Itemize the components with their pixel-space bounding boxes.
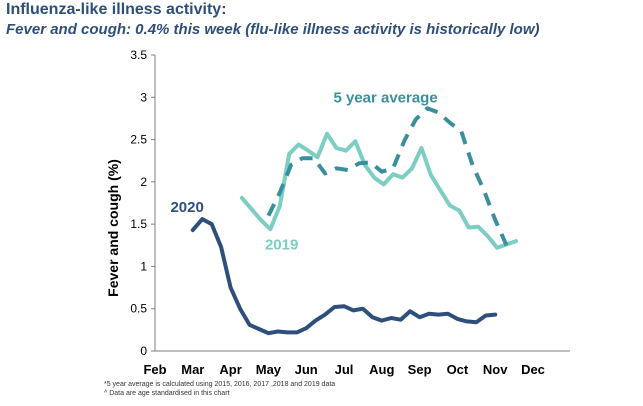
y-tick-label: 0.5	[130, 302, 147, 316]
y-tick-label: 3	[140, 90, 147, 104]
chart-axes: 0 0.5 1 1.5 2 2.5 3 3.5 Feb Mar Apr May Jun Jul Aug Sep…	[130, 48, 570, 377]
y-tick-label: 2.5	[130, 133, 147, 147]
y-axis-label: Fever and cough (%)	[105, 159, 121, 297]
x-tick-label: Nov	[483, 362, 508, 377]
chart-subtitle: Fever and cough: 0.4% this week (flu-lik…	[6, 21, 540, 38]
x-tick-label: Aug	[369, 362, 394, 377]
series-line-2020	[190, 217, 498, 336]
x-tick-label: Jul	[335, 362, 354, 377]
x-tick-label: May	[256, 362, 282, 377]
series-line-2019	[239, 131, 518, 250]
x-tick-label: Dec	[521, 362, 545, 377]
series-label-5-year-average: 5 year average	[333, 89, 437, 106]
y-tick-label: 2	[140, 175, 147, 189]
x-tick-label: Feb	[143, 362, 166, 377]
footnote-5yr-average: *5 year average is calculated using 2015…	[104, 381, 336, 388]
chart-series	[190, 106, 518, 336]
footnote-age-standardised: ^ Data are age standardised in this char…	[104, 390, 230, 397]
y-tick-label: 1.5	[130, 217, 147, 231]
series-label-2019: 2019	[265, 236, 298, 253]
y-tick-label: 3.5	[130, 48, 147, 62]
x-tick-label: Mar	[181, 362, 204, 377]
x-tick-label: Apr	[219, 362, 241, 377]
series-line-5-year-average	[266, 106, 509, 247]
series-label-2020: 2020	[170, 199, 203, 216]
x-tick-label: Sep	[408, 362, 432, 377]
series-labels: 2020 2019 5 year average	[170, 89, 437, 253]
x-tick-label: Oct	[447, 362, 469, 377]
x-tick-label: Jun	[295, 362, 318, 377]
y-tick-label: 0	[140, 344, 147, 358]
y-tick-label: 1	[140, 259, 147, 273]
chart-title: Influenza-like illness activity:	[6, 1, 227, 18]
